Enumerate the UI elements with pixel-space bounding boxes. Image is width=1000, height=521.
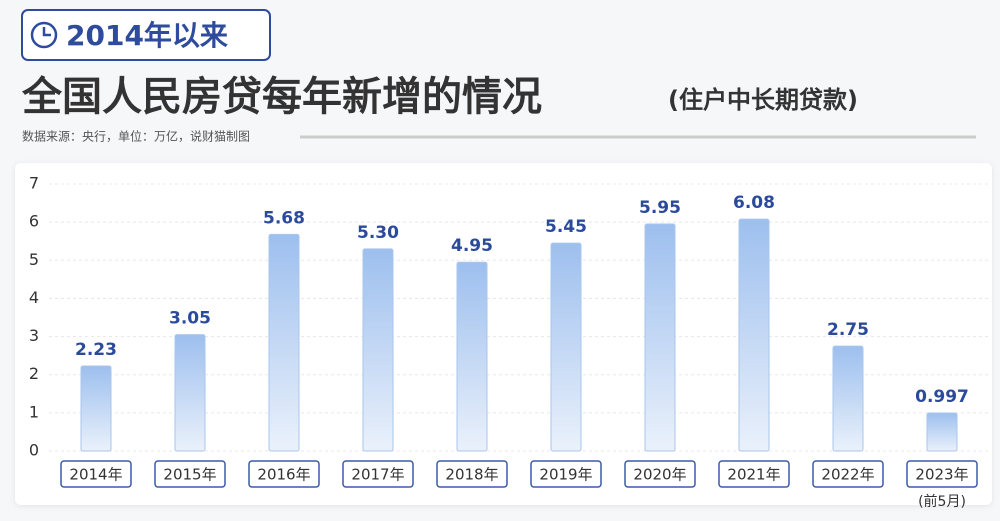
value-label: 5.68	[263, 208, 305, 228]
category-box	[248, 460, 320, 488]
x-tick-label: 2019年	[539, 466, 592, 484]
x-tick-label: 2016年	[257, 466, 310, 484]
category-box	[154, 460, 226, 488]
y-tick-label: 2	[29, 364, 39, 383]
value-label: 2.75	[827, 320, 869, 340]
x-tick-label: 2014年	[69, 466, 122, 484]
value-label: 4.95	[451, 236, 493, 256]
y-tick-label: 3	[29, 326, 39, 345]
x-tick-label: 2015年	[163, 466, 216, 484]
category-box	[530, 460, 602, 488]
bar	[644, 223, 676, 452]
value-label: 5.30	[357, 223, 399, 243]
source: 数据来源：央行，单位：万亿，说财猫制图	[22, 129, 250, 144]
bar	[174, 334, 206, 452]
category-box	[906, 460, 978, 488]
y-tick-label: 0	[29, 441, 39, 460]
value-label: 2.23	[75, 340, 117, 360]
value-label: 5.95	[639, 198, 681, 218]
bar	[268, 233, 300, 452]
value-label: 5.45	[545, 217, 587, 237]
badge	[21, 9, 271, 61]
category-box	[342, 460, 414, 488]
clock-icon	[30, 21, 58, 49]
value-label: 0.997	[915, 387, 969, 407]
x-tick-label: 2017年	[351, 466, 404, 484]
x-tick-label: 2020年	[633, 466, 686, 484]
bar	[362, 248, 394, 452]
value-label: 6.08	[733, 193, 775, 213]
x-tick-label: 2018年	[445, 466, 498, 484]
category-box	[436, 460, 508, 488]
category-box	[624, 460, 696, 488]
bar	[80, 365, 112, 452]
chart-title: 全国人民房贷每年新增的情况	[21, 74, 542, 120]
category-box	[812, 460, 884, 488]
category-box	[718, 460, 790, 488]
x-tick-label: 2023年	[915, 466, 968, 484]
clock-hands	[42, 27, 51, 37]
y-tick-label: 4	[29, 288, 39, 307]
category-box	[60, 460, 132, 488]
value-label: 3.05	[169, 309, 211, 329]
chart-subtitle: (住户中长期贷款)	[668, 86, 858, 114]
bar	[926, 412, 958, 452]
bar	[738, 218, 770, 452]
bar	[456, 261, 488, 452]
y-tick-label: 5	[29, 250, 39, 269]
y-tick-label: 6	[29, 212, 39, 231]
x-tick-label: 2021年	[727, 466, 780, 484]
x-tick-label: 2022年	[821, 466, 874, 484]
y-tick-label: 1	[29, 402, 39, 421]
footnote: (前5月)	[918, 493, 966, 510]
badge-text: 2014年以来	[66, 19, 228, 52]
bar	[832, 345, 864, 452]
bar	[550, 242, 582, 452]
y-tick-label: 7	[29, 174, 39, 193]
